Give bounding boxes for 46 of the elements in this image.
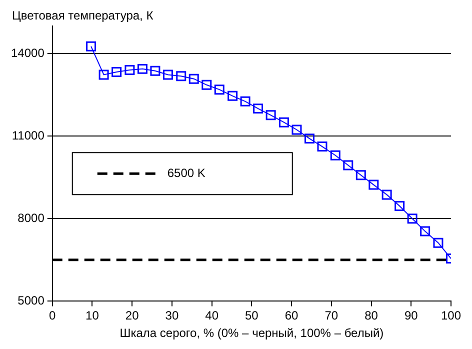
point: [228, 90, 238, 101]
point: [420, 226, 430, 236]
point: [202, 80, 212, 90]
y-tick-label: 8000: [18, 210, 45, 225]
point: [137, 64, 148, 74]
x-tick-label: 50: [245, 308, 259, 323]
point: [86, 41, 96, 52]
y-tick-label: 14000: [10, 46, 45, 60]
x-tick-label: 10: [86, 308, 100, 323]
x-tick-label: 70: [324, 308, 338, 323]
x-tick-label: 80: [364, 308, 378, 323]
legend-label: 6500 K: [167, 166, 206, 180]
x-axis-title: Шкала серого, % (0% – черный, 100% – белый): [120, 326, 384, 340]
point: [176, 71, 186, 82]
y-tick-label: 5000: [18, 294, 45, 308]
x-tick-label: 40: [205, 308, 219, 323]
x-tick-label: 90: [404, 308, 418, 323]
point: [162, 70, 173, 80]
point: [188, 74, 199, 84]
point: [343, 160, 354, 170]
x-tick-label: 20: [125, 308, 140, 323]
point: [382, 190, 392, 200]
point: [292, 124, 302, 135]
point: [112, 66, 122, 77]
point: [253, 104, 264, 114]
point: [278, 117, 289, 128]
point: [98, 70, 109, 80]
point: [368, 180, 379, 190]
point: [150, 66, 160, 76]
x-tick-label: 60: [284, 308, 299, 323]
point: [266, 110, 276, 120]
point: [433, 238, 444, 248]
x-tick-label: 0: [49, 308, 56, 323]
point: [330, 150, 340, 160]
x-tick-label: 100: [440, 308, 462, 323]
point: [317, 142, 328, 152]
point: [124, 65, 135, 76]
point: [394, 200, 405, 211]
x-tick-label: 30: [165, 308, 179, 323]
y-axis-title: Цветовая температура, К: [12, 8, 154, 22]
point: [214, 84, 224, 95]
point: [356, 170, 366, 180]
point: [304, 134, 314, 144]
point: [240, 96, 250, 106]
point: [407, 214, 418, 224]
y-tick-label: 11000: [12, 128, 45, 142]
